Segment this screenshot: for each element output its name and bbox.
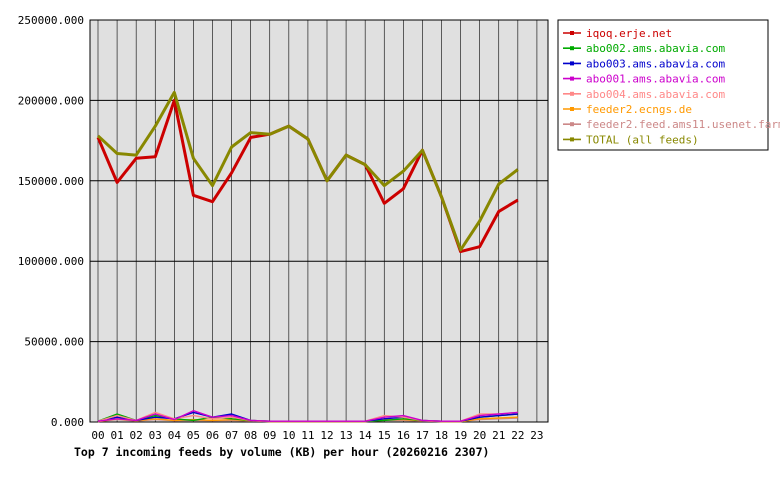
x-tick-label: 00 (91, 429, 104, 442)
x-tick-label: 07 (225, 429, 238, 442)
x-tick-label: 10 (282, 429, 295, 442)
x-tick-label: 18 (435, 429, 448, 442)
legend-label: feeder2.ecngs.de (586, 103, 692, 116)
x-tick-label: 13 (339, 429, 352, 442)
y-tick-label: 200000.000 (18, 94, 84, 107)
series-line (96, 90, 519, 252)
y-tick-label: 50000.000 (24, 336, 84, 349)
legend-label: abo004.ams.abavia.com (586, 88, 725, 101)
legend: iqoq.erje.net abo002.ams.abavia.com abo003… (557, 19, 780, 151)
legend-marker (570, 31, 574, 35)
x-tick-label: 17 (416, 429, 429, 442)
legend-box (557, 19, 769, 151)
x-tick-label: 21 (492, 429, 505, 442)
grid (90, 19, 548, 423)
series-lines (96, 90, 519, 423)
legend-marker (570, 46, 574, 51)
x-tick-label: 01 (110, 429, 123, 442)
legend-label: TOTAL (all feeds) (586, 133, 699, 146)
y-tick-label: 250000.000 (18, 14, 84, 27)
legend-items: iqoq.erje.net abo002.ams.abavia.com abo003… (563, 27, 780, 146)
legend-label: iqoq.erje.net (586, 27, 672, 40)
x-tick-label: 22 (511, 429, 524, 442)
y-axis-ticks: 0.000 50000.000 100000.000 150000.000 200000… (18, 14, 84, 429)
x-tick-label: 04 (168, 429, 182, 442)
legend-marker (570, 122, 574, 127)
legend-label: feeder2.feed.ams11.usenet.farm (586, 118, 780, 131)
legend-marker (570, 61, 574, 66)
x-tick-label: 15 (378, 429, 391, 442)
x-axis-ticks: 00 01 02 03 04 05 06 07 08 09 10 11 12 13 14 15 16 17 18 19… (91, 429, 543, 442)
y-tick-label: 100000.000 (18, 255, 84, 268)
y-tick-label: 150000.000 (18, 175, 84, 188)
legend-label: abo001.ams.abavia.com (586, 73, 725, 86)
x-tick-label: 08 (244, 429, 257, 442)
x-tick-label: 05 (187, 429, 200, 442)
x-tick-label: 09 (263, 429, 276, 442)
x-tick-label: 16 (397, 429, 410, 442)
legend-marker (570, 91, 574, 96)
x-tick-label: 11 (301, 429, 314, 442)
legend-marker (570, 137, 574, 142)
x-tick-label: 14 (359, 429, 373, 442)
y-tick-label: 0.000 (51, 416, 84, 429)
x-tick-label: 20 (473, 429, 486, 442)
x-tick-label: 02 (130, 429, 143, 442)
legend-marker (570, 76, 574, 81)
x-tick-label: 03 (149, 429, 162, 442)
legend-label: abo003.ams.abavia.com (586, 57, 725, 70)
x-tick-label: 23 (530, 429, 543, 442)
x-tick-label: 12 (320, 429, 333, 442)
x-tick-label: 06 (206, 429, 219, 442)
legend-marker (570, 107, 574, 111)
plot-background (90, 20, 548, 422)
series-line (97, 410, 518, 422)
chart-title: Top 7 incoming feeds by volume (KB) per … (74, 445, 489, 459)
x-tick-label: 19 (454, 429, 467, 442)
legend-label: abo002.ams.abavia.com (586, 42, 725, 55)
